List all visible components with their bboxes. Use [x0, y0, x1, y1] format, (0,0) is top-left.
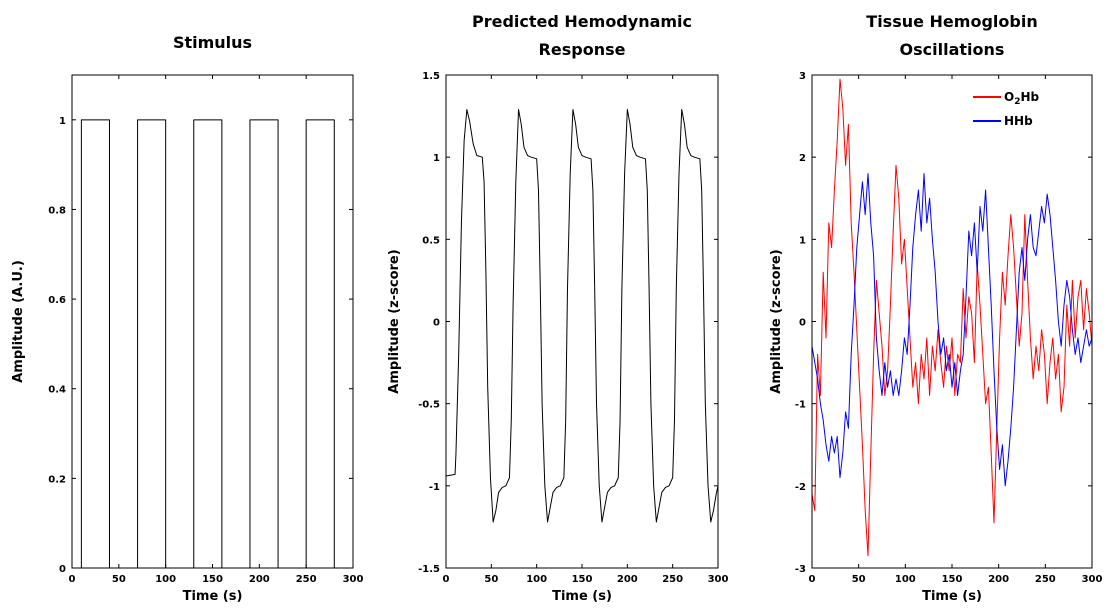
y-tick-label: -1 — [795, 400, 806, 411]
x-tick-label: 300 — [708, 574, 729, 585]
chart-title: Oscillations — [900, 40, 1005, 59]
y-tick-label: 0 — [799, 318, 806, 329]
x-tick-label: 200 — [988, 574, 1009, 585]
hemodynamic-panel: Predicted Hemodynamic Response 0 50 100 150 20… — [387, 12, 728, 604]
x-tick-label: 150 — [572, 574, 593, 585]
y-tick-label: 1 — [799, 235, 806, 246]
y-tick-label: 1 — [59, 116, 66, 127]
x-tick-label: 50 — [852, 574, 866, 585]
x-tick-label: 100 — [155, 574, 176, 585]
stimulus-panel: Stimulus 0 50 100 150 200 250 300 0 0.2 0.4 0.6 0.8 1… — [11, 33, 363, 604]
x-tick-label: 300 — [1082, 574, 1103, 585]
chart-title: Tissue Hemoglobin — [866, 12, 1037, 31]
axes-frame — [811, 74, 1093, 569]
legend-label-0: O2Hb — [1004, 90, 1040, 107]
y-tick-label: 0 — [433, 318, 440, 329]
y-tick-label: 1.5 — [422, 71, 440, 82]
x-axis-label: Time (s) — [183, 589, 243, 604]
y-tick-label: 0.4 — [48, 385, 66, 396]
y-tick-label: 0.8 — [48, 205, 66, 216]
y-tick-label: 3 — [799, 71, 806, 82]
y-tick-label: -2 — [795, 482, 806, 493]
x-tick-label: 250 — [296, 574, 317, 585]
y-tick-label: -3 — [795, 564, 806, 575]
y-tick-label: 0 — [59, 564, 66, 575]
x-tick-label: 200 — [249, 574, 270, 585]
y-tick-label: -1 — [429, 482, 440, 493]
series-line-1 — [812, 173, 1092, 487]
x-tick-label: 100 — [526, 574, 547, 585]
x-tick-label: 0 — [443, 574, 450, 585]
y-tick-label: 0.6 — [48, 295, 66, 306]
x-tick-label: 50 — [484, 574, 498, 585]
chart-title: Predicted Hemodynamic — [472, 12, 692, 31]
x-tick-label: 0 — [69, 574, 76, 585]
y-tick-label: 0.2 — [48, 474, 66, 485]
y-tick-label: -1.5 — [418, 564, 440, 575]
y-tick-label: 2 — [799, 153, 806, 164]
legend-label-1: HHb — [1004, 114, 1033, 128]
y-tick-label: 1 — [433, 153, 440, 164]
x-axis-label: Time (s) — [552, 589, 612, 604]
y-axis-label: Amplitude (A.U.) — [11, 260, 26, 383]
x-tick-label: 250 — [1035, 574, 1056, 585]
chart-title: Stimulus — [173, 33, 252, 52]
chart-title: Response — [539, 40, 626, 59]
x-tick-label: 300 — [343, 574, 364, 585]
x-tick-label: 150 — [202, 574, 223, 585]
series-line-0 — [72, 119, 353, 568]
y-tick-label: -0.5 — [418, 400, 440, 411]
x-tick-label: 150 — [942, 574, 963, 585]
x-tick-label: 50 — [112, 574, 126, 585]
axes-frame — [71, 74, 354, 569]
series-line-0 — [812, 78, 1092, 557]
y-axis-label: Amplitude (z-score) — [387, 249, 402, 393]
x-tick-label: 250 — [662, 574, 683, 585]
y-tick-label: 0.5 — [422, 235, 440, 246]
x-axis-label: Time (s) — [922, 589, 982, 604]
series-line-0 — [446, 109, 718, 523]
x-tick-label: 0 — [809, 574, 816, 585]
x-tick-label: 100 — [895, 574, 916, 585]
x-tick-label: 200 — [617, 574, 638, 585]
y-axis-label: Amplitude (z-score) — [769, 249, 784, 393]
